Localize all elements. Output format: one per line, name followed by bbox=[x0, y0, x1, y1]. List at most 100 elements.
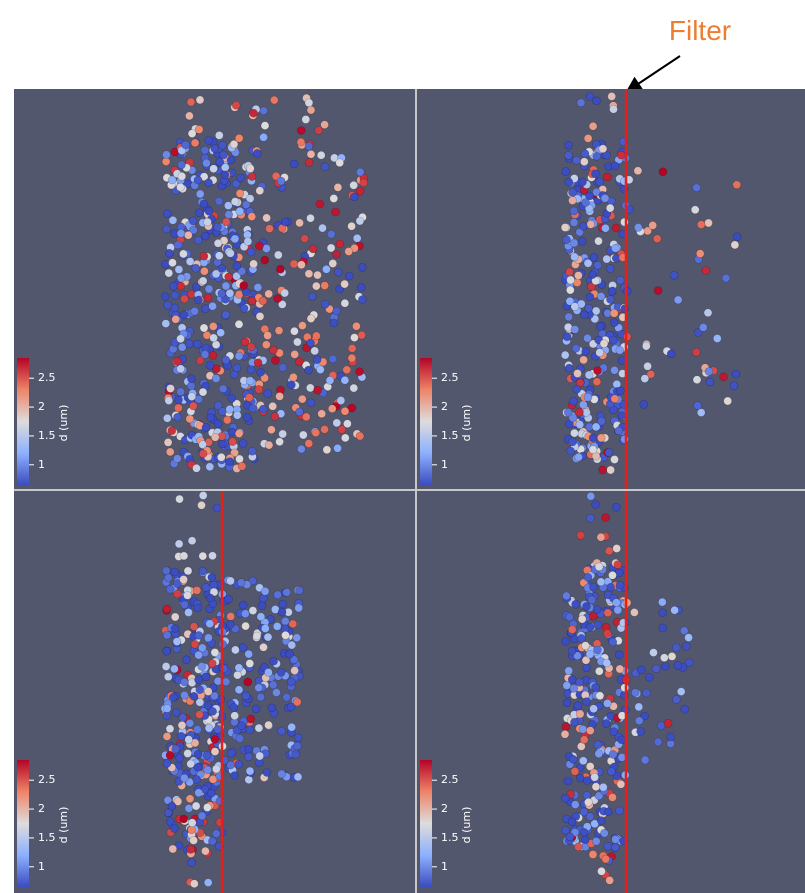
particle bbox=[356, 432, 364, 440]
particle bbox=[194, 763, 202, 771]
particle bbox=[564, 408, 572, 416]
particle bbox=[239, 644, 247, 652]
particle bbox=[585, 304, 593, 312]
particle bbox=[241, 610, 249, 618]
particle bbox=[226, 458, 234, 466]
particle bbox=[231, 772, 239, 780]
particle bbox=[566, 268, 574, 276]
figure: Filter 2.521.51d (um)2.521.51d (um)2.521… bbox=[0, 0, 805, 893]
particle bbox=[602, 719, 610, 727]
particle bbox=[616, 665, 624, 673]
particle bbox=[586, 727, 594, 735]
particle bbox=[244, 238, 252, 246]
particle bbox=[637, 666, 645, 674]
particle bbox=[589, 851, 597, 859]
particle bbox=[658, 598, 666, 606]
particle bbox=[350, 334, 358, 342]
particle bbox=[184, 231, 192, 239]
particle bbox=[614, 561, 622, 569]
particle bbox=[307, 399, 315, 407]
particle bbox=[566, 833, 574, 841]
particle bbox=[584, 798, 592, 806]
particle bbox=[163, 414, 171, 422]
particle bbox=[582, 199, 590, 207]
particle bbox=[305, 158, 313, 166]
particle bbox=[565, 151, 573, 159]
particle bbox=[172, 315, 180, 323]
particle bbox=[599, 145, 607, 153]
particle bbox=[563, 699, 571, 707]
particle bbox=[590, 253, 598, 261]
particle bbox=[275, 327, 283, 335]
particle bbox=[653, 235, 661, 243]
particle bbox=[164, 301, 172, 309]
particle bbox=[574, 272, 582, 280]
particle bbox=[601, 224, 609, 232]
particle bbox=[593, 152, 601, 160]
particle bbox=[580, 736, 588, 744]
particle bbox=[343, 366, 351, 374]
colorbar bbox=[420, 358, 432, 485]
particle bbox=[235, 320, 243, 328]
particle bbox=[206, 361, 214, 369]
particle bbox=[307, 339, 315, 347]
particle bbox=[581, 642, 589, 650]
particle bbox=[333, 419, 341, 427]
annotation-arrow bbox=[629, 56, 680, 90]
particle bbox=[205, 285, 213, 293]
particle bbox=[615, 807, 623, 815]
view-panel: 2.521.51d (um) bbox=[417, 491, 805, 893]
particle bbox=[650, 649, 658, 657]
particle bbox=[209, 302, 217, 310]
particle bbox=[229, 438, 237, 446]
particle bbox=[223, 416, 231, 424]
particle bbox=[566, 286, 574, 294]
particle bbox=[571, 303, 579, 311]
particle bbox=[598, 867, 606, 875]
particle bbox=[597, 817, 605, 825]
particle bbox=[272, 689, 280, 697]
particle bbox=[570, 207, 578, 215]
particle bbox=[603, 173, 611, 181]
particle bbox=[165, 397, 173, 405]
particle bbox=[249, 404, 257, 412]
particle bbox=[277, 177, 285, 185]
colorbar bbox=[17, 358, 29, 485]
particle bbox=[269, 402, 277, 410]
particle bbox=[184, 750, 192, 758]
particle bbox=[317, 151, 325, 159]
particle bbox=[333, 250, 341, 258]
particle bbox=[233, 364, 241, 372]
particle bbox=[172, 745, 180, 753]
particle bbox=[168, 427, 176, 435]
particle bbox=[323, 446, 331, 454]
particle bbox=[642, 689, 650, 697]
particle bbox=[297, 261, 305, 269]
particle bbox=[202, 423, 210, 431]
particle bbox=[263, 769, 271, 777]
particle bbox=[180, 576, 188, 584]
particle bbox=[293, 742, 301, 750]
particle bbox=[237, 579, 245, 587]
particle bbox=[612, 503, 620, 511]
particle bbox=[177, 282, 185, 290]
particle bbox=[278, 727, 286, 735]
particle bbox=[247, 343, 255, 351]
particle bbox=[254, 283, 262, 291]
particle bbox=[200, 200, 208, 208]
particle bbox=[255, 684, 263, 692]
particle bbox=[562, 168, 570, 176]
particle bbox=[235, 134, 243, 142]
particle bbox=[569, 755, 577, 763]
particle bbox=[659, 624, 667, 632]
particle bbox=[730, 382, 738, 390]
particle bbox=[217, 453, 225, 461]
particle bbox=[161, 293, 169, 301]
particle bbox=[693, 376, 701, 384]
particle bbox=[214, 725, 222, 733]
particle bbox=[356, 217, 364, 225]
particle bbox=[293, 634, 301, 642]
particle bbox=[307, 106, 315, 114]
particle bbox=[570, 219, 578, 227]
particle bbox=[199, 277, 207, 285]
